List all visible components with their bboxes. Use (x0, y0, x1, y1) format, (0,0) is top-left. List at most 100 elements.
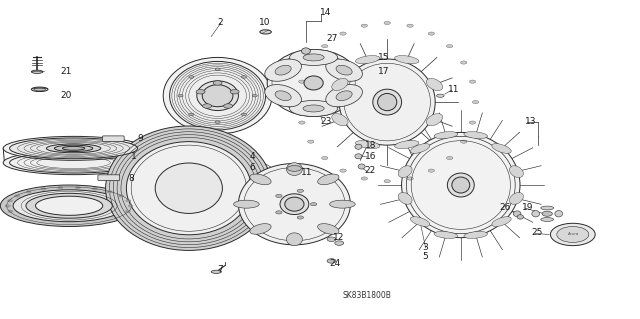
Ellipse shape (378, 93, 397, 111)
Ellipse shape (464, 132, 488, 138)
Circle shape (447, 45, 453, 48)
Ellipse shape (126, 142, 251, 235)
Ellipse shape (26, 193, 113, 218)
Circle shape (276, 211, 282, 214)
Ellipse shape (260, 30, 271, 34)
Ellipse shape (326, 85, 362, 107)
Ellipse shape (290, 100, 338, 116)
Circle shape (8, 210, 13, 212)
Text: 10: 10 (259, 18, 271, 27)
Circle shape (361, 24, 367, 27)
Circle shape (15, 195, 20, 197)
Ellipse shape (355, 56, 380, 64)
Ellipse shape (452, 177, 470, 193)
Circle shape (428, 169, 435, 172)
Circle shape (472, 100, 479, 104)
Ellipse shape (303, 105, 324, 112)
Text: 25: 25 (531, 228, 543, 237)
Text: 24: 24 (330, 259, 341, 268)
Text: 11: 11 (301, 168, 312, 177)
Text: 13: 13 (525, 117, 536, 126)
Circle shape (8, 199, 13, 202)
Circle shape (76, 186, 81, 189)
Ellipse shape (54, 145, 93, 152)
Circle shape (213, 81, 222, 85)
Ellipse shape (31, 87, 48, 92)
Text: 15: 15 (378, 53, 389, 62)
Ellipse shape (268, 49, 360, 116)
Ellipse shape (436, 94, 444, 97)
Circle shape (340, 32, 346, 35)
Ellipse shape (290, 49, 338, 65)
Circle shape (125, 199, 131, 202)
Ellipse shape (250, 174, 271, 185)
Ellipse shape (532, 211, 540, 217)
Ellipse shape (106, 126, 272, 250)
Ellipse shape (336, 91, 352, 100)
Ellipse shape (355, 140, 380, 149)
Circle shape (335, 241, 344, 245)
Circle shape (297, 189, 303, 192)
Ellipse shape (202, 85, 233, 107)
Ellipse shape (372, 89, 402, 115)
Ellipse shape (13, 190, 125, 222)
Ellipse shape (265, 59, 301, 81)
Ellipse shape (275, 65, 291, 75)
Ellipse shape (555, 211, 563, 217)
Text: 23: 23 (320, 117, 332, 126)
Circle shape (252, 94, 257, 97)
Text: 9: 9 (138, 134, 143, 143)
Circle shape (299, 121, 305, 124)
Circle shape (241, 76, 246, 78)
Circle shape (307, 61, 314, 64)
FancyBboxPatch shape (98, 175, 120, 181)
Text: 11: 11 (448, 85, 460, 94)
Circle shape (203, 104, 212, 108)
Circle shape (321, 45, 328, 48)
Ellipse shape (541, 206, 554, 210)
Circle shape (296, 100, 302, 104)
Circle shape (5, 205, 10, 207)
Ellipse shape (410, 217, 430, 226)
Circle shape (384, 21, 390, 25)
Text: 4: 4 (250, 152, 255, 161)
Circle shape (92, 188, 97, 190)
Circle shape (276, 194, 282, 197)
Ellipse shape (163, 57, 272, 134)
Ellipse shape (36, 196, 102, 215)
Circle shape (26, 190, 31, 193)
Ellipse shape (31, 70, 43, 73)
Circle shape (125, 210, 131, 212)
Ellipse shape (395, 56, 419, 64)
Ellipse shape (410, 144, 430, 153)
Ellipse shape (34, 88, 45, 91)
Circle shape (215, 121, 220, 123)
Text: 19: 19 (522, 203, 533, 212)
Text: 3: 3 (422, 243, 428, 252)
Ellipse shape (3, 151, 144, 175)
Ellipse shape (395, 140, 419, 149)
Ellipse shape (492, 144, 511, 153)
Circle shape (321, 156, 328, 160)
Ellipse shape (3, 137, 144, 160)
Text: 27: 27 (326, 34, 338, 43)
Ellipse shape (332, 114, 348, 126)
Text: 1: 1 (131, 152, 137, 161)
Text: 2: 2 (218, 18, 223, 27)
Circle shape (307, 140, 314, 143)
Ellipse shape (250, 224, 271, 234)
Circle shape (461, 140, 467, 143)
Text: Acura: Acura (567, 233, 579, 236)
Text: 14: 14 (320, 8, 332, 17)
Ellipse shape (509, 166, 524, 178)
Ellipse shape (358, 164, 365, 169)
Circle shape (189, 76, 194, 78)
Ellipse shape (155, 163, 223, 213)
Circle shape (107, 190, 112, 193)
Text: 6: 6 (250, 163, 255, 172)
Ellipse shape (10, 138, 138, 159)
Circle shape (223, 104, 232, 108)
Ellipse shape (301, 48, 310, 54)
Circle shape (542, 211, 552, 216)
Ellipse shape (355, 144, 362, 149)
